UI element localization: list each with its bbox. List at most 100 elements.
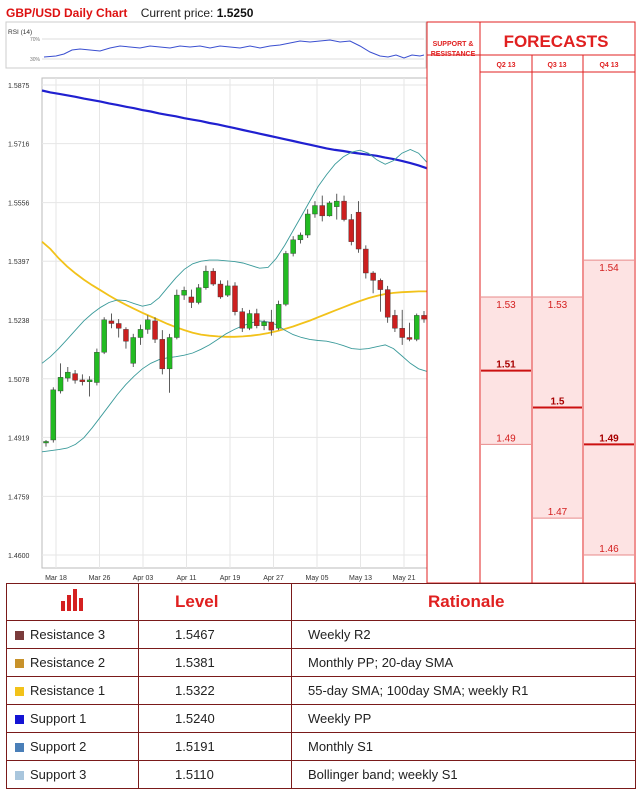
x-tick-label: Apr 03 [133, 575, 154, 582]
level-name-cell: Support 2 [6, 732, 139, 761]
indicator-bollinger-upper [41, 149, 428, 364]
candle-body [50, 389, 56, 441]
level-value: 1.5110 [138, 760, 292, 789]
level-color-swatch [15, 771, 24, 781]
level-name-cell: Support 1 [6, 704, 139, 733]
level-value: 1.5322 [138, 676, 292, 705]
candle-body [283, 253, 289, 305]
candle-body [43, 441, 49, 444]
levels-table: Level Rationale Resistance 3 1.5467 Weekly… [6, 583, 636, 789]
level-rationale: Weekly PP [291, 704, 636, 733]
rationale-column-header: Rationale [291, 583, 636, 621]
level-value: 1.5240 [138, 704, 292, 733]
candle-body [72, 373, 78, 381]
current-price-label: Current price: [140, 6, 214, 20]
level-row: Resistance 1 1.5322 55-day SMA; 100day SMA… [6, 676, 636, 705]
candle-body [195, 287, 202, 303]
level-color-swatch [15, 631, 24, 641]
level-name-cell: Resistance 2 [6, 648, 139, 677]
forecast-range-box [584, 260, 634, 555]
x-tick-label: Mar 18 [45, 575, 67, 582]
candle-body [304, 213, 311, 236]
candle-body [57, 377, 64, 392]
candle-body [217, 283, 224, 298]
candle-body [181, 290, 187, 296]
y-tick-labels: 1.5875 1.5716 1.5556 1.5397 1.5238 1.5078 1.49… [8, 83, 30, 560]
candle-body [203, 270, 209, 288]
level-name: Resistance 1 [30, 683, 106, 698]
bar-chart-icon [60, 588, 83, 611]
forecast-median-label: 1.51 [496, 360, 516, 371]
candle-body [152, 320, 158, 340]
forecast-col-q3: Q3 13 [547, 62, 566, 69]
chart-header: GBP/USD Daily Chart Current price: 1.525… [6, 6, 253, 20]
x-tick-label: Apr 27 [263, 575, 284, 582]
candle-body [414, 315, 420, 340]
x-tick-labels: Mar 18 Mar 26 Apr 03 Apr 11 Apr 19 Apr 27 May … [45, 575, 415, 582]
level-name: Resistance 2 [30, 655, 106, 670]
y-tick-label: 1.5556 [8, 201, 30, 208]
level-name: Resistance 3 [30, 627, 106, 642]
candle-body [275, 304, 282, 329]
x-tick-label: May 05 [306, 575, 329, 582]
forecast-high-label: 1.53 [548, 300, 568, 311]
y-tick-label: 1.5238 [8, 318, 30, 325]
level-name-cell: Support 3 [6, 760, 139, 789]
level-row: Support 2 1.5191 Monthly S1 [6, 732, 636, 761]
forecast-low-label: 1.47 [548, 507, 568, 518]
forecast-col-q2: Q2 13 [496, 62, 515, 69]
y-tick-label: 1.5875 [8, 83, 30, 90]
levels-table-body: Resistance 3 1.5467 Weekly R2 Resistance 2 1… [6, 620, 636, 789]
current-price-value: 1.5250 [216, 6, 254, 20]
candle-body [145, 319, 151, 330]
candle-body [363, 248, 369, 274]
price-plot: 1.5875 1.5716 1.5556 1.5397 1.5238 1.5078 1.49… [8, 77, 480, 582]
y-tick-label: 1.4759 [8, 494, 30, 501]
candle-body [94, 352, 100, 383]
rsi-label: RSI (14) [8, 29, 32, 36]
rsi-tick-30: 30% [30, 57, 41, 63]
forecast-high-label: 1.53 [496, 300, 516, 311]
candle-body [348, 219, 355, 242]
level-value: 1.5467 [138, 620, 292, 649]
level-name: Support 1 [30, 711, 87, 726]
level-name-cell: Resistance 3 [6, 620, 139, 649]
level-row: Support 3 1.5110 Bollinger band; weekly S1 [6, 760, 636, 789]
candle-body [65, 371, 71, 379]
grid-layer [42, 78, 427, 568]
level-row: Resistance 3 1.5467 Weekly R2 [6, 620, 636, 649]
y-tick-label: 1.5078 [8, 377, 30, 384]
candle-body [246, 313, 253, 329]
candle-body [261, 321, 267, 326]
level-rationale: Monthly S1 [291, 732, 636, 761]
level-value: 1.5191 [138, 732, 292, 761]
candle-body [341, 200, 347, 220]
indicator-200-day-sma [41, 89, 428, 170]
forecast-median-label: 1.5 [551, 397, 565, 408]
level-row: Support 1 1.5240 Weekly PP [6, 704, 636, 733]
level-rationale: Weekly R2 [291, 620, 636, 649]
forecast-panel: SUPPORT & RESISTANCE FORECASTS Q2 13 Q3 … [426, 21, 636, 583]
level-color-swatch [15, 715, 24, 725]
candle-body [86, 379, 93, 382]
x-tick-label: Apr 11 [176, 575, 196, 582]
x-tick-label: Apr 19 [220, 575, 241, 582]
candle-body [392, 315, 398, 329]
level-rationale: Bollinger band; weekly S1 [291, 760, 636, 789]
candle-body [377, 280, 384, 290]
candle-body [210, 270, 216, 285]
price-chart: RSI (14) 70% 30% 1.5875 1.5716 1.5556 1.539… [5, 21, 636, 583]
chart-title: GBP/USD Daily Chart [6, 6, 128, 20]
candle-body [225, 285, 231, 296]
x-tick-label: May 13 [349, 575, 372, 582]
candle-body [239, 311, 245, 329]
level-rationale: 55-day SMA; 100day SMA; weekly R1 [291, 676, 636, 705]
candle-body [312, 205, 318, 215]
candle-body [355, 211, 362, 250]
candle-body [297, 234, 304, 241]
candle-body [174, 294, 180, 338]
candle-body [399, 328, 405, 338]
y-tick-label: 1.4919 [8, 435, 30, 442]
forecasts-title: FORECASTS [504, 32, 609, 51]
